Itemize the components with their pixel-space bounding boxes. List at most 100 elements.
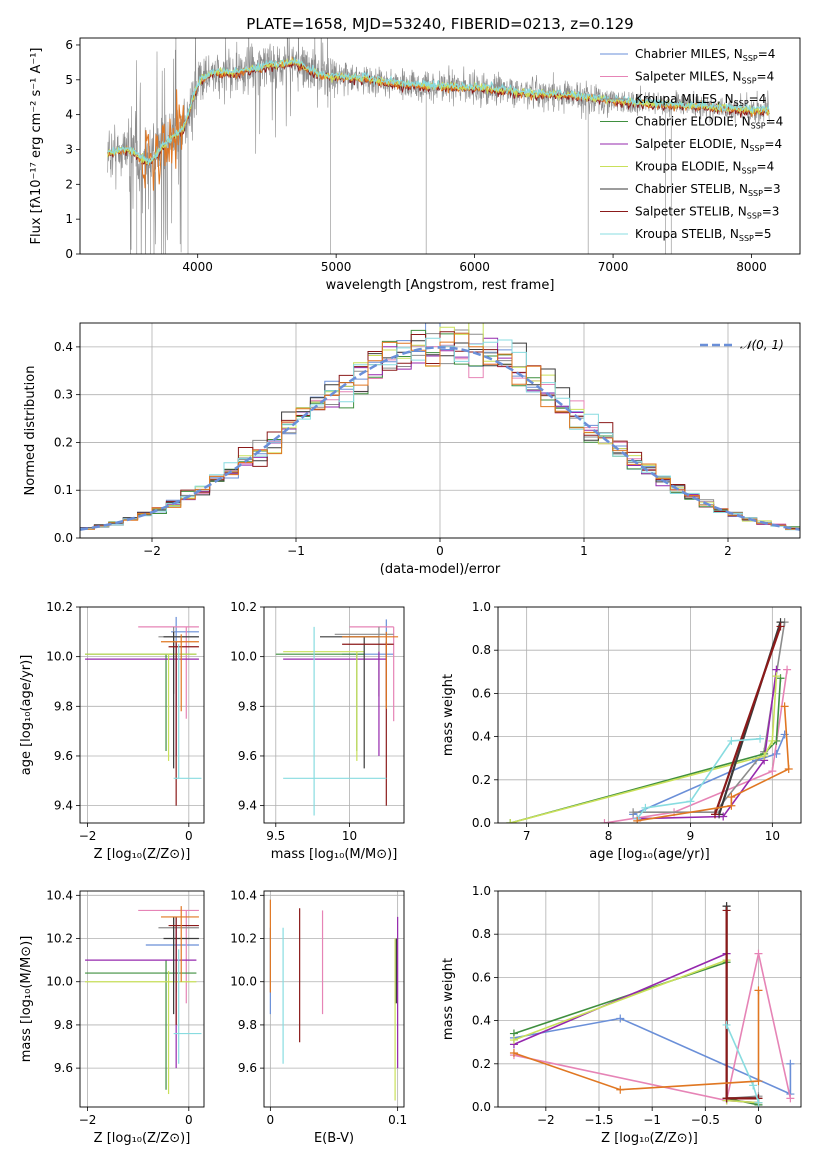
plot-area-mass-vs-Z (85, 906, 202, 1095)
weight-marker (727, 801, 736, 810)
weight-marker (727, 736, 736, 745)
weight-series (513, 1017, 792, 1096)
y-tick-label: 9.6 (54, 1061, 73, 1075)
x-tick-label: 5000 (321, 260, 352, 274)
y-tick-label: 0.6 (472, 970, 491, 984)
x-tick-label: 0 (267, 1113, 275, 1127)
y-tick-label: 10.0 (230, 975, 257, 989)
legend-entry: Kroupa ELODIE, NSSP=4 (635, 160, 774, 176)
y-tick-label: 0.2 (472, 1057, 491, 1071)
y-tick-label: 0.2 (54, 435, 73, 449)
x-tick-label: 8 (605, 829, 613, 843)
y-tick-label: 0.8 (472, 643, 491, 657)
weight-marker (768, 736, 777, 745)
weight-series (513, 990, 760, 1091)
weight-series (713, 626, 782, 815)
y-tick-label: 9.8 (238, 699, 257, 713)
weight-marker (686, 797, 695, 806)
errorbar-point (173, 949, 202, 1064)
x-tick-label: 9 (687, 829, 695, 843)
x-tick-label: 0 (755, 1113, 763, 1127)
y-axis-label: mass [log₁₀(M/M⊙)] (19, 936, 34, 1063)
weight-marker (783, 665, 792, 674)
x-tick-label: 8000 (736, 260, 767, 274)
x-tick-label: −1 (287, 544, 305, 558)
legend-entry: Chabrier ELODIE, NSSP=4 (635, 115, 783, 131)
weight-marker (722, 1020, 731, 1029)
y-axis-label: Normed distribution (23, 366, 38, 496)
weight-marker (616, 1085, 625, 1094)
axes-frame (263, 606, 405, 824)
x-tick-label: 1 (580, 544, 588, 558)
x-axis-label: (data-model)/error (380, 562, 501, 577)
x-tick-label: −0.5 (691, 1113, 720, 1127)
y-tick-label: 0.4 (472, 730, 491, 744)
x-tick-label: −1 (643, 1113, 661, 1127)
y-tick-label: 5 (65, 73, 73, 87)
normal-curve (80, 346, 800, 531)
y-tick-label: 0.4 (54, 340, 73, 354)
panel-age-vs-mass: 9.5 10 9.4 9.6 9.8 10.0 10.2 mass [log₁₀(M/M⊙)] (230, 600, 405, 862)
x-axis-label: wavelength [Angstrom, rest frame] (326, 278, 555, 293)
y-tick-label: 9.6 (238, 749, 257, 763)
x-tick-label: −2 (143, 544, 161, 558)
y-axis-label: age [log₁₀(age/yr)] (19, 655, 34, 776)
y-axis-label: mass weight (441, 958, 456, 1040)
y-tick-label: 9.6 (238, 1061, 257, 1075)
y-tick-label: 2 (65, 177, 73, 191)
axes-frame (497, 606, 802, 824)
weight-series (637, 669, 778, 820)
grid-age-vs-mass (264, 606, 404, 823)
x-tick-label: 0.1 (388, 1113, 407, 1127)
y-tick-label: 10.2 (46, 600, 73, 614)
legend-entry: Kroupa STELIB, NSSP=5 (635, 227, 772, 243)
y-tick-label: 10.0 (46, 975, 73, 989)
errorbar-point (283, 626, 387, 816)
plot-area-residuals (80, 323, 800, 531)
weight-marker (776, 674, 785, 683)
weight-marker (600, 819, 609, 823)
x-axis-label: mass [log₁₀(M/M⊙)] (271, 847, 398, 862)
x-tick-label: 10 (765, 829, 780, 843)
panel-weight-vs-age: 7 8 9 10 0.0 0.2 0.4 0.6 0.8 1.0 age [log₁₀(age/yr… (441, 600, 802, 862)
errorbar-point (349, 626, 395, 722)
errorbar-point (283, 651, 365, 761)
x-tick-label: 2 (724, 544, 732, 558)
x-tick-label: −2 (79, 1113, 97, 1127)
errorbar-point (85, 653, 197, 761)
weight-marker (749, 1081, 758, 1090)
y-tick-label: 0.4 (472, 1014, 491, 1028)
weight-marker (509, 1036, 518, 1045)
x-axis-label: age [log₁₀(age/yr)] (589, 847, 710, 862)
panel-weight-vs-Z: −2 −1.5 −1 −0.5 0 0.0 0.2 0.4 0.6 0.8 1.0 Z [log₁₀(… (441, 884, 802, 1146)
y-axis-label: mass weight (441, 674, 456, 756)
weight-marker (711, 810, 720, 819)
weight-marker (786, 1094, 795, 1103)
weight-marker (756, 734, 765, 743)
y-tick-label: 9.4 (54, 799, 73, 813)
plot-area-age-vs-mass (275, 619, 399, 816)
x-axis-label: Z [log₁₀(Z/Z⊙)] (94, 847, 191, 862)
axes-frame (79, 322, 801, 539)
y-tick-label: 1.0 (472, 884, 491, 898)
axes-frame (79, 37, 801, 255)
panel-residuals: −2 −1 0 1 2 0.0 0.1 0.2 0.3 0.4 (data-model)/error… (23, 322, 801, 577)
x-tick-label: 0 (185, 1113, 193, 1127)
y-tick-label: 10.2 (46, 932, 73, 946)
plot-area-spectrum (107, 38, 770, 254)
y-tick-label: 6 (65, 38, 73, 52)
y-tick-label: 0.0 (472, 1100, 491, 1114)
legend-entry: Salpeter MILES, NSSP=4 (635, 70, 774, 86)
weight-marker (768, 767, 777, 776)
weight-marker (754, 1098, 763, 1107)
y-tick-label: 9.8 (54, 699, 73, 713)
panel-age-vs-Z: −2 0 9.4 9.6 9.8 10.0 10.2 Z [log₁₀(Z/Z⊙)] age [… (19, 600, 205, 862)
x-tick-label: 0 (436, 544, 444, 558)
weight-marker (776, 622, 785, 631)
errorbar-point (160, 906, 199, 982)
histogram-series (80, 337, 800, 531)
x-tick-label: 4000 (182, 260, 213, 274)
errorbar-point (283, 651, 387, 756)
axes-frame (79, 890, 205, 1108)
y-tick-label: 0.2 (472, 773, 491, 787)
